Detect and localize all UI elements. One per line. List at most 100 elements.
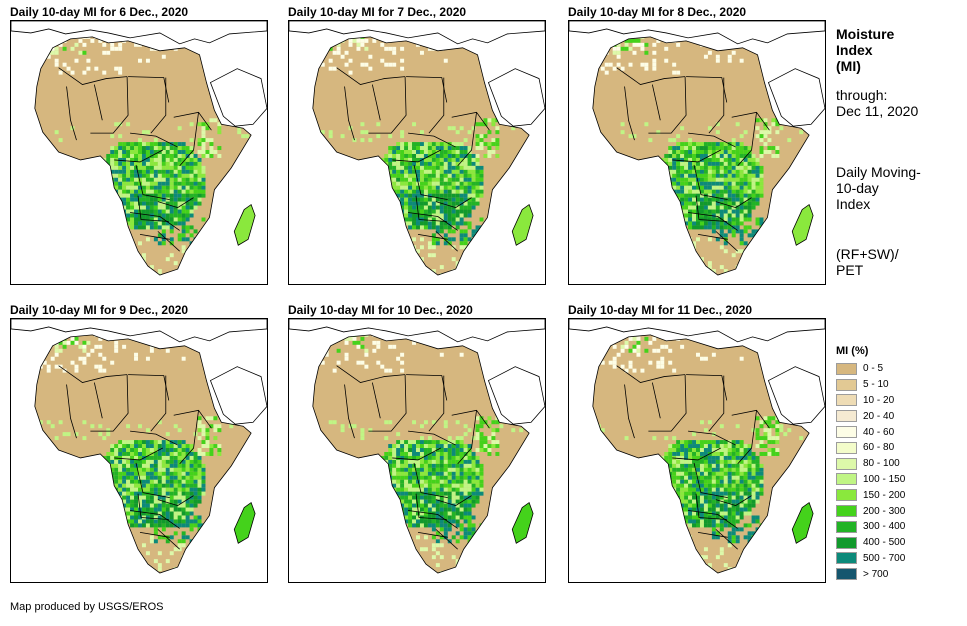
africa-coastline — [34, 334, 252, 574]
legend-item: 10 - 20 — [836, 393, 905, 409]
moisture-map-8-dec — [568, 20, 826, 285]
legend-swatch — [836, 568, 857, 581]
legend-label: 200 - 300 — [863, 505, 906, 517]
country-border — [624, 384, 635, 439]
legend-swatch — [836, 378, 857, 391]
africa-map — [289, 21, 545, 276]
country-border — [130, 510, 180, 529]
country-border — [672, 149, 721, 163]
legend-label: 5 - 10 — [863, 379, 889, 391]
legend-item: 200 - 300 — [836, 503, 905, 519]
country-border — [428, 77, 445, 134]
country-border — [672, 447, 721, 461]
legend-label: 40 - 60 — [863, 426, 895, 438]
moisture-map-11-dec — [568, 318, 826, 583]
country-border — [708, 77, 725, 134]
legend-swatch — [836, 520, 857, 533]
country-border — [695, 195, 727, 222]
country-border — [435, 231, 458, 252]
legend-swatch — [836, 505, 857, 518]
legend-label: 500 - 700 — [863, 552, 906, 564]
africa-map — [569, 21, 825, 276]
country-border — [368, 76, 407, 134]
arabian-peninsula-outline — [767, 366, 825, 425]
country-border — [708, 375, 725, 432]
legend-swatch — [836, 457, 857, 470]
country-border — [695, 493, 727, 520]
country-border — [688, 212, 738, 231]
through-label: through: — [836, 87, 888, 103]
legend-label: 80 - 100 — [863, 458, 900, 470]
country-border — [139, 531, 170, 538]
legend-item: 5 - 10 — [836, 377, 905, 393]
country-border — [417, 233, 448, 240]
country-border — [737, 112, 757, 167]
country-border — [408, 510, 458, 529]
country-border — [128, 374, 170, 401]
country-border — [66, 86, 77, 141]
index-title-line: (MI) — [836, 58, 861, 74]
legend-item: 300 - 400 — [836, 519, 905, 535]
legend-swatch — [836, 473, 857, 486]
country-border — [651, 382, 661, 419]
country-border — [130, 212, 180, 231]
country-border — [686, 374, 728, 401]
index-title-line: Moisture — [836, 26, 895, 42]
country-border — [128, 76, 170, 103]
legend-title: MI (%) — [836, 345, 869, 357]
country-border — [651, 84, 661, 121]
country-border — [435, 495, 472, 507]
description-line: 10-day — [836, 180, 879, 196]
legend-item: 40 - 60 — [836, 424, 905, 440]
madagascar — [511, 203, 534, 246]
through-date: Dec 11, 2020 — [836, 103, 919, 119]
country-border — [150, 77, 167, 134]
country-border — [114, 149, 163, 163]
country-border — [715, 529, 738, 550]
europe-outline — [11, 319, 267, 343]
country-border — [344, 86, 355, 141]
country-border — [406, 76, 448, 103]
description-line: Daily Moving- — [836, 164, 921, 180]
africa-coastline — [312, 334, 530, 574]
europe-outline — [569, 319, 825, 343]
country-border — [688, 430, 736, 446]
description-line: Index — [836, 196, 871, 212]
country-border — [408, 132, 456, 148]
africa-coastline — [34, 36, 252, 276]
country-border — [58, 67, 128, 85]
through-block: through: Dec 11, 2020 — [836, 87, 918, 119]
africa-map — [11, 21, 267, 276]
country-border — [93, 382, 103, 419]
panel-title: Daily 10-day MI for 11 Dec., 2020 — [568, 303, 753, 317]
country-border — [435, 197, 472, 209]
country-border — [688, 510, 738, 529]
europe-outline — [289, 319, 545, 343]
arabian-peninsula-outline — [487, 366, 545, 425]
country-border — [130, 430, 178, 446]
legend-item: 150 - 200 — [836, 487, 905, 503]
country-border — [114, 447, 163, 461]
country-border — [90, 374, 129, 432]
country-border — [697, 233, 728, 240]
legend-swatch — [836, 394, 857, 407]
index-description: Daily Moving- 10-day Index — [836, 164, 921, 212]
arabian-peninsula-outline — [209, 68, 267, 127]
country-border — [344, 384, 355, 439]
country-border — [157, 231, 180, 252]
arabian-peninsula-outline — [767, 68, 825, 127]
index-title: Moisture Index (MI) — [836, 26, 894, 74]
country-border — [688, 132, 736, 148]
legend-swatch — [836, 536, 857, 549]
legend-swatch — [836, 552, 857, 565]
country-border — [336, 67, 406, 85]
country-border — [413, 164, 448, 201]
formula-line: PET — [836, 262, 864, 278]
legend-label: 10 - 20 — [863, 394, 895, 406]
country-border — [457, 410, 477, 465]
madagascar — [791, 203, 814, 246]
country-border — [435, 529, 458, 550]
country-border — [150, 375, 167, 432]
country-border — [336, 365, 406, 383]
legend-label: 100 - 150 — [863, 473, 906, 485]
